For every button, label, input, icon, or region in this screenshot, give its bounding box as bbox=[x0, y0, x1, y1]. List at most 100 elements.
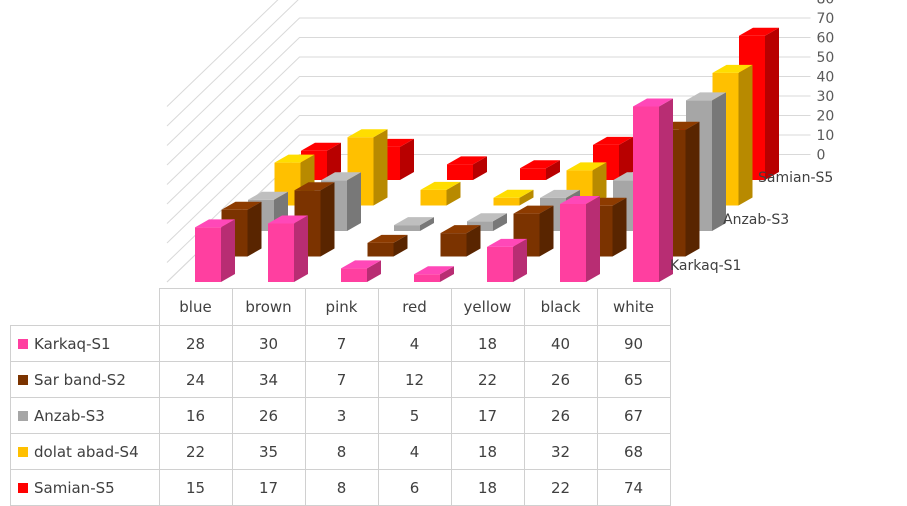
chart-3d-area: 0102030405060708090 Karkaq-S1Anzab-S3Sam… bbox=[166, 0, 835, 283]
gridline bbox=[166, 0, 299, 127]
depth-label: Anzab-S3 bbox=[723, 212, 789, 228]
bar-pink-2 bbox=[394, 217, 434, 231]
table-cell: 7 bbox=[304, 361, 379, 398]
series-legend-cell: dolat abad-S4 bbox=[10, 433, 160, 470]
table-cell: 18 bbox=[450, 325, 525, 362]
legend-swatch bbox=[18, 446, 28, 457]
y-axis-tick-labels: 0102030405060708090 bbox=[817, 0, 835, 164]
legend-swatch bbox=[18, 338, 28, 349]
table-column-header: yellow bbox=[450, 288, 525, 326]
series-legend-cell: Samian-S5 bbox=[10, 469, 160, 506]
table-column-header: brown bbox=[231, 288, 306, 326]
series-name: Sar band-S2 bbox=[34, 370, 126, 389]
table-header-row: blue brown pink red yellow black white bbox=[10, 288, 671, 326]
table-cell: 4 bbox=[377, 325, 452, 362]
table-corner bbox=[10, 288, 160, 326]
table-row: Anzab-S3 16 26 3 5 17 26 67 bbox=[10, 397, 671, 434]
table-cell: 17 bbox=[231, 469, 306, 506]
bar-brown-3 bbox=[347, 129, 388, 206]
y-tick-label: 20 bbox=[817, 109, 835, 125]
legend-swatch bbox=[18, 410, 28, 421]
table-cell: 40 bbox=[523, 325, 598, 362]
table-cell: 67 bbox=[596, 397, 671, 434]
table-row: Samian-S5 15 17 8 6 18 22 74 bbox=[10, 469, 671, 506]
table-cell: 24 bbox=[158, 361, 233, 398]
y-tick-label: 0 bbox=[817, 148, 826, 164]
y-tick-label: 70 bbox=[817, 11, 835, 27]
table-cell: 7 bbox=[304, 325, 379, 362]
gridline bbox=[166, 17, 811, 146]
y-tick-label: 50 bbox=[817, 50, 835, 66]
gridline bbox=[166, 76, 811, 205]
table-cell: 30 bbox=[231, 325, 306, 362]
table-cell: 22 bbox=[450, 361, 525, 398]
depth-axis-labels: Karkaq-S1 Anzab-S3 Samian-S5 bbox=[670, 170, 833, 274]
table-cell: 28 bbox=[158, 325, 233, 362]
table-cell: 12 bbox=[377, 361, 452, 398]
table-column-header: pink bbox=[304, 288, 379, 326]
y-tick-label: 60 bbox=[817, 31, 835, 47]
bar-black-0 bbox=[560, 196, 600, 282]
table-cell: 17 bbox=[450, 397, 525, 434]
series-legend-cell: Anzab-S3 bbox=[10, 397, 160, 434]
table-cell: 16 bbox=[158, 397, 233, 434]
table-cell: 8 bbox=[304, 469, 379, 506]
gridline bbox=[166, 56, 811, 185]
gridline bbox=[166, 0, 279, 107]
table-row: Sar band-S2 24 34 7 12 22 26 65 bbox=[10, 361, 671, 398]
y-tick-label: 40 bbox=[817, 70, 835, 86]
table-cell: 26 bbox=[523, 361, 598, 398]
bar-red-3 bbox=[493, 189, 534, 206]
series-name: Anzab-S3 bbox=[34, 406, 105, 425]
series-name: Samian-S5 bbox=[34, 478, 115, 497]
bar-brown-0 bbox=[268, 215, 308, 282]
table-row: dolat abad-S4 22 35 8 4 18 32 68 bbox=[10, 433, 671, 470]
table-column-header: black bbox=[523, 288, 598, 326]
legend-swatch bbox=[18, 482, 28, 493]
table-cell: 15 bbox=[158, 469, 233, 506]
table-cell: 65 bbox=[596, 361, 671, 398]
depth-label: Karkaq-S1 bbox=[670, 258, 741, 274]
table-cell: 8 bbox=[304, 433, 379, 470]
bar-red-1 bbox=[440, 225, 481, 257]
table-cell: 5 bbox=[377, 397, 452, 434]
bar-white-0 bbox=[633, 98, 673, 282]
table-cell: 68 bbox=[596, 433, 671, 470]
table-cell: 6 bbox=[377, 469, 452, 506]
bar-red-0 bbox=[414, 266, 454, 282]
series-legend-cell: Karkaq-S1 bbox=[10, 325, 160, 362]
bar-pink-4 bbox=[447, 156, 487, 180]
table-cell: 74 bbox=[596, 469, 671, 506]
bar-red-4 bbox=[520, 160, 560, 180]
bar-pink-0 bbox=[341, 260, 381, 282]
y-tick-label: 80 bbox=[817, 0, 835, 8]
table-column-header: blue bbox=[158, 288, 233, 326]
series-legend-cell: Sar band-S2 bbox=[10, 361, 160, 398]
y-tick-label: 10 bbox=[817, 128, 835, 144]
table-cell: 26 bbox=[231, 397, 306, 434]
bar-pink-1 bbox=[367, 234, 408, 257]
data-table: blue brown pink red yellow black white Karkaq-… bbox=[10, 288, 671, 506]
depth-label: Samian-S5 bbox=[758, 170, 833, 186]
table-column-header: white bbox=[596, 288, 671, 326]
gridline bbox=[166, 37, 811, 166]
table-cell: 35 bbox=[231, 433, 306, 470]
gridline bbox=[166, 95, 811, 224]
bar-blue-0 bbox=[195, 219, 235, 282]
bars bbox=[195, 27, 779, 282]
bar-pink-3 bbox=[420, 181, 461, 206]
series-name: Karkaq-S1 bbox=[34, 334, 111, 353]
table-cell: 3 bbox=[304, 397, 379, 434]
table-cell: 26 bbox=[523, 397, 598, 434]
table-cell: 90 bbox=[596, 325, 671, 362]
table-cell: 4 bbox=[377, 433, 452, 470]
bar-yellow-0 bbox=[487, 238, 527, 282]
table-row: Karkaq-S1 28 30 7 4 18 40 90 bbox=[10, 325, 671, 362]
table-cell: 22 bbox=[523, 469, 598, 506]
table-cell: 22 bbox=[158, 433, 233, 470]
legend-swatch bbox=[18, 374, 28, 385]
table-column-header: red bbox=[377, 288, 452, 326]
table-cell: 34 bbox=[231, 361, 306, 398]
y-tick-label: 30 bbox=[817, 89, 835, 105]
series-name: dolat abad-S4 bbox=[34, 442, 139, 461]
